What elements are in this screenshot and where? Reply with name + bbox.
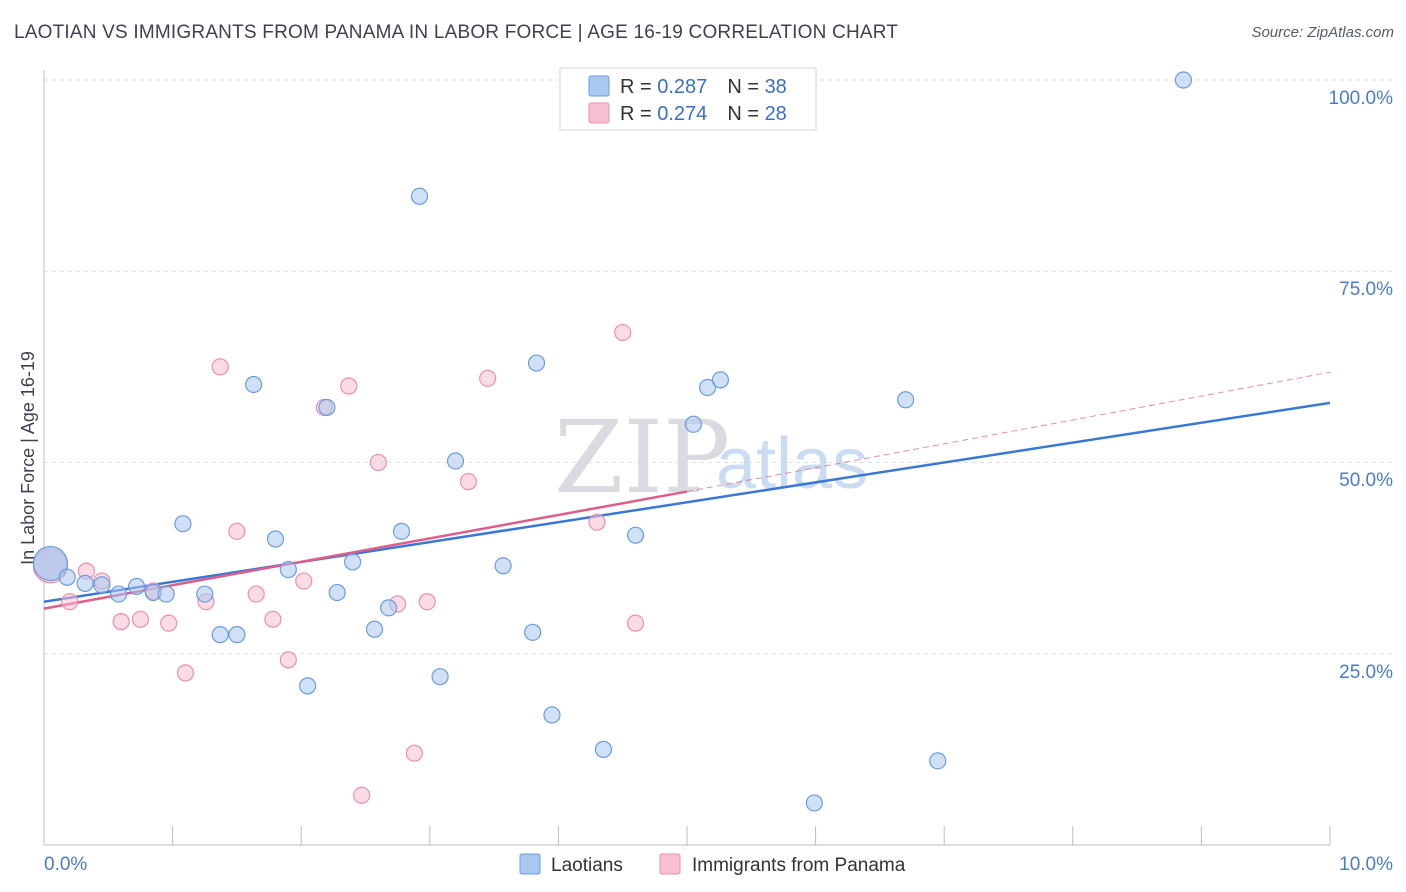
panama-point	[295, 572, 313, 590]
laotian-point	[698, 378, 717, 397]
legend-n-label: N =	[727, 103, 764, 125]
legend-row-panama: R = 0.274 N = 28	[620, 103, 787, 125]
panama-point	[228, 522, 246, 540]
panama-point	[369, 453, 387, 472]
laotian-point	[1174, 71, 1192, 89]
laotian-point	[626, 526, 645, 544]
panama-point	[479, 369, 497, 387]
laotian-point	[318, 398, 336, 417]
legend-swatch-laotian	[588, 75, 610, 97]
laotian-point	[446, 452, 465, 470]
legend-n-label: N =	[727, 76, 764, 98]
legend-r-value: 0.287	[657, 76, 707, 98]
bottom-legend-swatch-panama	[659, 853, 681, 875]
chart-title: LAOTIAN VS IMMIGRANTS FROM PANAMA IN LAB…	[14, 22, 899, 43]
watermark-zip: ZIP	[554, 399, 730, 516]
series-legend: Laotians Immigrants from Panama	[519, 853, 906, 876]
watermark: ZIP atlas	[554, 399, 868, 516]
x-tick-label-10: 10.0%	[1339, 854, 1393, 875]
legend-n-value: 38	[765, 76, 787, 98]
panama-point	[340, 377, 358, 395]
panama-point	[176, 664, 195, 682]
legend-n-value: 28	[765, 103, 787, 125]
laotian-point	[211, 626, 229, 644]
panama-point	[353, 786, 371, 804]
bottom-legend-label-panama: Immigrants from Panama	[692, 855, 906, 876]
laotian-point	[392, 522, 411, 540]
laotian-point	[127, 577, 146, 596]
laotian-point	[228, 626, 246, 644]
laotian-point	[279, 560, 297, 579]
laotian-point	[365, 620, 384, 638]
laotian-point	[245, 375, 263, 394]
panama-point	[160, 614, 178, 632]
laotian-point	[684, 415, 703, 433]
laotian-point	[380, 599, 398, 617]
x-tick-marks	[172, 826, 1331, 845]
laotian-point	[527, 354, 546, 372]
laotian-point	[897, 391, 915, 409]
y-tick-label-25: 25.0%	[1339, 662, 1393, 683]
y-tick-label-100: 100.0%	[1329, 88, 1394, 109]
correlation-legend: R = 0.287 N = 38 R = 0.274 N = 28	[559, 67, 817, 131]
laotian-point	[711, 371, 730, 389]
panama-point	[61, 593, 79, 611]
laotian-point	[76, 574, 94, 592]
laotian-point	[299, 677, 317, 695]
series-panama-points	[32, 323, 645, 804]
watermark-atlas: atlas	[716, 424, 868, 504]
panama-point	[588, 513, 606, 531]
y-tick-labels: 100.0% 75.0% 50.0% 25.0%	[1329, 88, 1394, 683]
laotian-point	[32, 545, 69, 582]
laotian-point	[196, 585, 214, 603]
legend-r-label: R =	[620, 103, 657, 125]
laotian-point	[929, 752, 947, 770]
panama-point	[405, 744, 423, 762]
trend-line-panama-extension	[686, 371, 1331, 493]
series-laotian-points	[32, 71, 1192, 812]
bottom-legend-label-laotian: Laotians	[551, 855, 623, 876]
laotian-point	[328, 583, 346, 602]
y-tick-label-50: 50.0%	[1339, 470, 1393, 491]
y-tick-label-75: 75.0%	[1339, 279, 1393, 300]
panama-point	[626, 614, 645, 632]
panama-point	[112, 613, 130, 631]
panama-point	[459, 473, 477, 491]
laotian-point	[410, 187, 429, 205]
chart-source: Source: ZipAtlas.com	[1251, 24, 1394, 41]
panama-point	[614, 323, 632, 342]
legend-r-label: R =	[620, 76, 657, 98]
panama-point	[418, 593, 436, 611]
laotian-point	[93, 576, 111, 594]
laotian-point	[157, 585, 175, 603]
panama-point	[279, 651, 297, 669]
y-axis-label: In Labor Force | Age 16-19	[18, 351, 38, 565]
panama-point	[247, 585, 265, 603]
laotian-point	[344, 553, 362, 571]
bottom-legend-swatch-laotian	[519, 853, 541, 875]
laotian-point	[266, 530, 285, 548]
legend-swatch-panama	[588, 102, 610, 124]
panama-point	[131, 610, 150, 628]
gridlines	[44, 79, 1393, 655]
legend-r-value: 0.274	[657, 103, 707, 125]
laotian-point	[543, 706, 561, 724]
laotian-point	[494, 557, 512, 575]
laotian-point	[524, 623, 542, 641]
panama-point	[211, 358, 229, 376]
laotian-point	[594, 740, 613, 758]
laotian-point	[431, 668, 449, 686]
x-tick-label-0: 0.0%	[44, 854, 87, 875]
laotian-point	[805, 794, 823, 812]
legend-row-laotian: R = 0.287 N = 38	[620, 76, 787, 98]
laotian-point	[174, 515, 192, 533]
laotian-point	[58, 568, 76, 586]
panama-point	[264, 610, 282, 628]
laotian-point	[109, 585, 128, 603]
